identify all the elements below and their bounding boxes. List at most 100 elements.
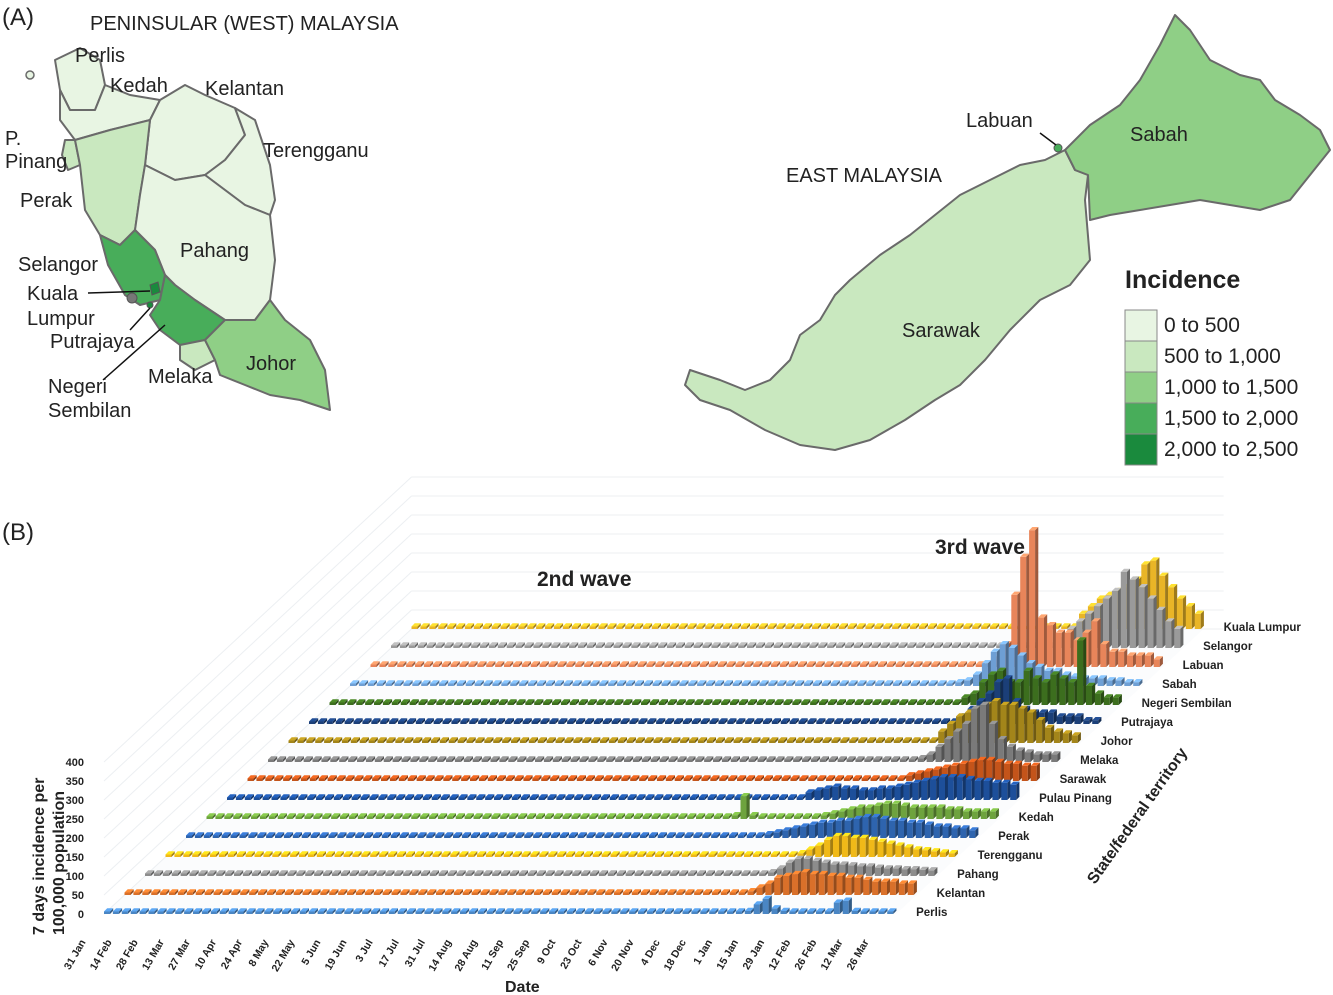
bar-top [461,775,471,779]
bar [1056,716,1063,724]
bar-side [233,794,237,800]
bar [576,778,583,781]
bar-side [908,737,912,743]
bar [776,626,783,629]
state-label: Melaka [1080,755,1119,767]
bar-top [616,623,626,627]
bar-side [583,642,588,648]
bar-top [730,756,740,760]
bar-side [443,756,447,762]
bar-side [366,794,370,800]
bar-top [899,699,909,703]
bar [803,626,810,629]
bar-top [862,642,872,646]
bar-top [589,623,599,627]
bar-top [434,775,444,779]
bar [655,664,662,667]
bar [803,683,810,686]
bar-top [764,642,774,646]
bar [611,721,618,724]
bar [990,651,997,686]
bar-side [333,775,337,781]
bar-top [648,832,658,836]
bar-side [468,642,472,648]
bar [884,683,890,686]
bar [324,797,331,800]
bar-side [711,623,715,629]
bar-top [882,800,893,804]
bar-top [813,737,823,741]
bar-side [432,832,436,838]
bar [904,847,911,857]
bar-top [408,832,418,836]
bar-side [458,775,462,781]
bar-top [385,870,395,874]
bar-top [691,908,701,912]
y-tick-label: 400 [66,757,84,769]
bar-top [545,870,555,874]
bar-side [894,775,898,781]
bar-side [294,737,298,743]
bar [619,664,626,667]
bar-side [628,832,632,838]
bar [851,721,858,724]
bar-side [315,775,319,781]
bar [801,702,808,705]
bar-top [647,718,657,722]
bar-side [500,851,504,857]
bar-top [530,851,540,855]
bar [618,797,625,800]
bar [500,626,507,629]
bar-side [597,737,601,743]
bar [837,759,844,762]
bar-side [904,817,908,838]
bar [337,835,344,838]
bar-side [541,813,545,819]
bar [728,835,735,838]
bar [221,835,228,838]
bar-side [460,699,464,705]
bar [1044,670,1051,686]
bar [545,683,552,686]
bar-top [1135,652,1146,656]
bar [672,854,679,857]
bar-top [400,699,410,703]
bar-side [758,794,762,800]
bar-side [766,737,770,743]
bar-side [838,783,842,800]
bar-side [457,718,461,724]
bar-top [598,623,608,627]
bar-side [353,889,357,895]
bar-top [720,889,730,893]
bar-top [563,870,573,874]
bar-side [417,813,421,819]
bar-side [690,642,694,648]
bar [601,854,608,857]
x-tick-label: 25 Sep [505,938,532,973]
bar-top [1133,679,1143,683]
bar [359,740,366,743]
bar-side [420,851,424,857]
bar [352,854,359,857]
bar [871,817,878,838]
bar-top [504,908,514,912]
bar-side [563,908,568,914]
bar-side [717,642,721,648]
bar-side [580,851,585,857]
bar-side [794,661,798,667]
bar [210,854,216,857]
bar-top [313,813,323,817]
bar-side [569,870,573,876]
bar [965,779,972,800]
bar-side [875,718,879,724]
bar-side [480,870,484,876]
bar-top [797,850,807,854]
bar-top [665,718,675,722]
bar [781,778,788,781]
bar [700,911,707,914]
bar [567,778,574,781]
bar-top [412,680,422,684]
bar [498,702,505,705]
bar-top [726,851,736,855]
bar [846,759,853,762]
